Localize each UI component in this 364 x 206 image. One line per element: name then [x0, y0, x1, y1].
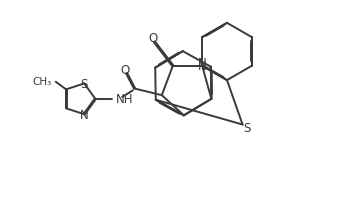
- Text: O: O: [148, 32, 157, 45]
- Text: N: N: [198, 60, 206, 73]
- Text: N: N: [80, 108, 88, 121]
- Text: S: S: [243, 121, 251, 134]
- Text: NH: NH: [115, 93, 133, 106]
- Text: N: N: [198, 57, 206, 70]
- Text: CH₃: CH₃: [33, 77, 52, 87]
- Text: S: S: [80, 78, 88, 90]
- Text: O: O: [120, 64, 129, 77]
